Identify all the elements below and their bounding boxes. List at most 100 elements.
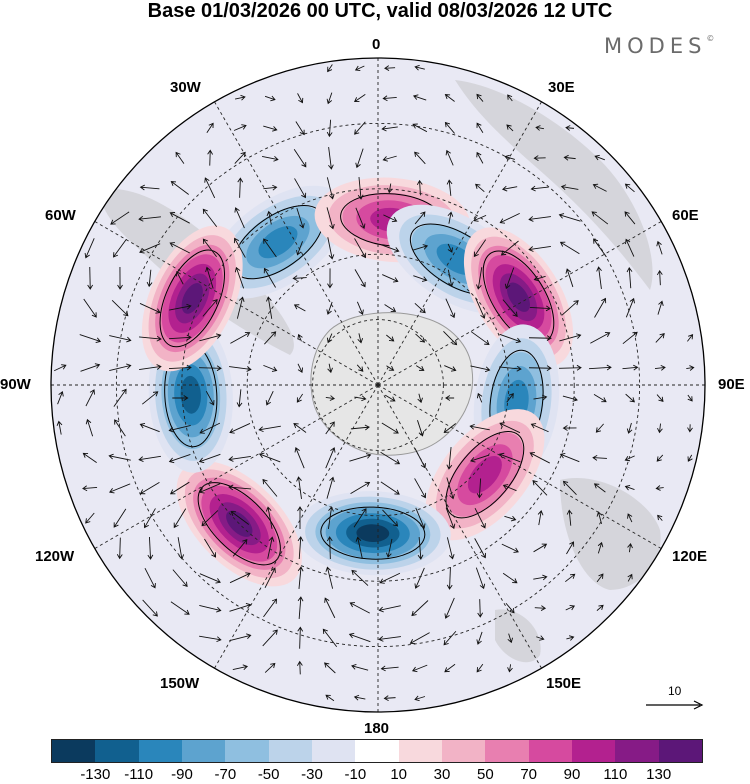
colorbar-swatch <box>181 740 226 762</box>
wind-vector <box>530 423 549 433</box>
wind-vector <box>113 508 127 528</box>
wind-vector <box>469 424 490 431</box>
colorbar-swatch <box>138 740 182 762</box>
pos-center-65w-contour <box>181 283 203 314</box>
polar-map <box>50 57 706 713</box>
wind-vector <box>354 65 365 72</box>
wind-vector <box>355 148 364 169</box>
wind-vector <box>533 394 548 401</box>
wind-vector <box>348 632 371 643</box>
neg-center-180-streamline <box>320 506 426 560</box>
colorbar-tick-label: -90 <box>171 766 193 783</box>
wind-vector <box>447 243 453 253</box>
wind-vector <box>528 335 552 342</box>
wind-vector <box>263 125 278 132</box>
wind-vector <box>596 573 604 583</box>
wind-vector <box>229 572 251 584</box>
wind-vector <box>655 485 664 491</box>
wind-vector <box>109 483 131 494</box>
wind-vector <box>297 626 304 649</box>
wind-vector <box>383 214 398 223</box>
wind-vector <box>110 211 130 225</box>
wind-vector <box>626 266 633 289</box>
wind-vector <box>297 506 303 530</box>
wind-vector <box>173 508 187 529</box>
wind-vector <box>199 573 221 584</box>
wind-vector <box>199 604 222 613</box>
copyright-mark: © <box>706 34 715 43</box>
wind-vector <box>411 600 429 617</box>
map-border <box>50 57 706 713</box>
wind-vector <box>264 662 276 673</box>
wind-vector <box>528 216 551 222</box>
wind-vector <box>624 183 635 193</box>
wind-vector <box>507 633 513 644</box>
wind-vector <box>207 149 214 166</box>
wind-vector <box>535 125 544 131</box>
colorbar-tick-label: -110 <box>124 766 154 783</box>
wind-vector <box>232 539 248 557</box>
wind-vector <box>474 507 486 529</box>
wind-vector <box>558 213 581 222</box>
latitude-circle <box>312 319 444 451</box>
wind-vector <box>113 238 127 258</box>
wind-vector <box>446 537 455 560</box>
wind-vector <box>627 513 633 523</box>
wind-vector <box>296 208 305 229</box>
wind-vector <box>263 267 276 288</box>
meridian-line <box>214 101 379 386</box>
wind-vector <box>507 664 513 673</box>
wind-vector <box>446 477 455 500</box>
wind-vector <box>116 537 123 560</box>
wind-vector <box>656 240 663 255</box>
pos-center-60e-contour <box>507 282 530 312</box>
wind-vector <box>594 154 605 161</box>
wind-vector <box>263 598 278 618</box>
wind-vector <box>502 299 518 318</box>
wind-vector <box>349 602 370 614</box>
wind-vector <box>296 476 302 499</box>
wind-vector <box>504 515 517 522</box>
colorbar <box>51 739 703 763</box>
wind-vector <box>263 364 278 372</box>
wind-vector <box>475 567 486 590</box>
wind-vector <box>625 238 635 257</box>
wind-vector <box>138 455 161 462</box>
lon-label-120w: 120W <box>35 548 75 565</box>
wind-vector <box>142 599 158 617</box>
wind-vector <box>627 542 633 553</box>
wind-vector <box>447 269 454 288</box>
wind-vector <box>532 480 548 496</box>
wind-vector <box>294 447 305 469</box>
colorbar-tick-label: -30 <box>301 766 323 783</box>
wind-vector <box>387 183 393 194</box>
wind-vector <box>505 602 515 614</box>
wind-vector <box>169 242 190 254</box>
wind-vector <box>355 536 363 559</box>
wind-vector <box>297 363 303 373</box>
meridian-line <box>214 384 379 669</box>
lon-label-60e: 60E <box>672 207 699 224</box>
wind-vector <box>415 365 425 371</box>
wind-vector <box>498 452 521 463</box>
wind-vector <box>83 298 97 318</box>
wind-vector <box>528 365 552 372</box>
colorbar-tick-label: 90 <box>563 766 581 783</box>
wind-vector <box>206 122 214 133</box>
wind-vector <box>626 422 633 434</box>
colorbar-swatch <box>225 740 269 762</box>
wind-vector <box>475 297 486 319</box>
wind-vector <box>327 268 333 289</box>
wind-vector <box>559 333 582 342</box>
wind-vector <box>686 365 695 371</box>
wind-vector <box>355 207 366 229</box>
wind-vector <box>533 543 548 553</box>
wind-vector <box>560 184 579 191</box>
wind-vector <box>592 454 607 461</box>
lon-label-150e: 150E <box>546 675 582 692</box>
lon-label-90w: 90W <box>0 376 31 393</box>
wind-vector <box>414 478 427 499</box>
wind-vector <box>444 597 455 619</box>
wind-vector <box>415 333 426 343</box>
pos-center-130e-streamline <box>445 430 525 519</box>
